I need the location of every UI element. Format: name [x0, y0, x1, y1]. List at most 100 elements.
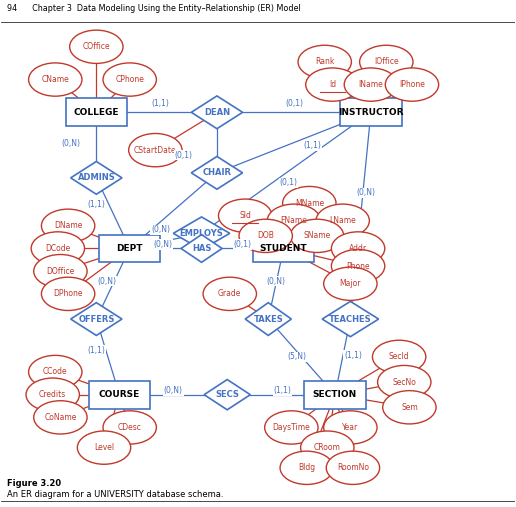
Text: EMPLOYS: EMPLOYS [180, 229, 223, 238]
Ellipse shape [291, 219, 344, 252]
Ellipse shape [316, 204, 369, 237]
Text: CoName: CoName [44, 413, 76, 422]
Text: (0,1): (0,1) [280, 178, 298, 188]
Text: (0,N): (0,N) [151, 225, 170, 234]
Ellipse shape [203, 277, 256, 310]
Text: CName: CName [41, 75, 69, 84]
Ellipse shape [326, 451, 380, 484]
Text: Credits: Credits [39, 390, 67, 399]
Text: Addr: Addr [349, 244, 367, 253]
Text: RoomNo: RoomNo [337, 463, 369, 473]
Text: Id: Id [329, 80, 336, 89]
Text: TAKES: TAKES [253, 314, 283, 323]
Text: Bldg: Bldg [298, 463, 315, 473]
Ellipse shape [26, 378, 79, 411]
Text: (1,1): (1,1) [344, 351, 362, 360]
Ellipse shape [280, 451, 333, 484]
Text: (1,1): (1,1) [152, 99, 169, 108]
Text: INSTRUCTOR: INSTRUCTOR [338, 108, 404, 117]
Ellipse shape [324, 267, 377, 300]
Polygon shape [245, 303, 292, 336]
Text: DaysTime: DaysTime [272, 423, 310, 432]
Ellipse shape [239, 219, 293, 252]
Ellipse shape [324, 411, 377, 444]
Ellipse shape [77, 431, 131, 464]
Text: (0,N): (0,N) [97, 277, 116, 286]
FancyBboxPatch shape [66, 98, 127, 126]
Text: (1,1): (1,1) [273, 386, 292, 395]
Text: CStartDate: CStartDate [134, 146, 176, 155]
Text: FName: FName [281, 216, 308, 225]
Text: SecId: SecId [389, 352, 410, 361]
Text: SECS: SECS [215, 390, 239, 399]
Ellipse shape [305, 68, 359, 101]
Text: DOB: DOB [257, 231, 274, 240]
Text: An ER diagram for a UNIVERSITY database schema.: An ER diagram for a UNIVERSITY database … [7, 490, 223, 499]
Text: DEPT: DEPT [117, 244, 143, 253]
Ellipse shape [28, 355, 82, 389]
Text: OFFERS: OFFERS [78, 314, 115, 323]
Text: (1,1): (1,1) [87, 346, 105, 355]
Text: SecNo: SecNo [392, 378, 416, 386]
Text: 94      Chapter 3  Data Modeling Using the Entity–Relationship (ER) Model: 94 Chapter 3 Data Modeling Using the Ent… [7, 4, 300, 13]
Ellipse shape [70, 30, 123, 63]
Ellipse shape [103, 411, 156, 444]
Text: SECTION: SECTION [313, 390, 357, 399]
Ellipse shape [360, 45, 413, 79]
Text: (0,1): (0,1) [234, 240, 252, 249]
Text: Year: Year [342, 423, 359, 432]
Text: (0,N): (0,N) [164, 386, 183, 395]
Ellipse shape [267, 204, 320, 237]
Text: (0,1): (0,1) [174, 151, 192, 160]
Text: CRoom: CRoom [314, 443, 341, 452]
Text: CPhone: CPhone [115, 75, 144, 84]
FancyBboxPatch shape [304, 381, 366, 409]
Ellipse shape [265, 411, 318, 444]
Text: MName: MName [295, 199, 324, 207]
Ellipse shape [41, 209, 95, 242]
Text: LName: LName [329, 216, 356, 225]
Polygon shape [71, 161, 122, 194]
Text: Level: Level [94, 443, 114, 452]
Ellipse shape [28, 63, 82, 96]
Polygon shape [71, 303, 122, 336]
Text: (0,1): (0,1) [285, 99, 303, 108]
Text: HAS: HAS [192, 244, 211, 253]
Ellipse shape [218, 199, 272, 232]
Text: COURSE: COURSE [99, 390, 140, 399]
Text: (0,N): (0,N) [356, 189, 375, 198]
Text: CCode: CCode [43, 368, 68, 377]
FancyBboxPatch shape [253, 235, 314, 262]
Polygon shape [322, 301, 379, 337]
Ellipse shape [283, 187, 336, 220]
Text: DPhone: DPhone [53, 289, 83, 298]
Ellipse shape [378, 366, 431, 399]
Text: Figure 3.20: Figure 3.20 [7, 480, 61, 488]
Text: Sld: Sld [239, 211, 251, 220]
Text: DEAN: DEAN [204, 108, 230, 117]
FancyBboxPatch shape [340, 98, 401, 126]
Text: SName: SName [303, 231, 331, 240]
Polygon shape [191, 96, 243, 129]
Ellipse shape [373, 340, 426, 374]
Text: DCode: DCode [45, 244, 71, 253]
Text: DName: DName [54, 221, 82, 230]
Text: Sem: Sem [401, 403, 418, 412]
Text: CDesc: CDesc [118, 423, 141, 432]
Ellipse shape [34, 401, 87, 434]
Ellipse shape [128, 133, 182, 167]
Text: Grade: Grade [218, 289, 241, 298]
Polygon shape [204, 380, 250, 410]
Text: (1,1): (1,1) [303, 141, 321, 150]
Text: STUDENT: STUDENT [260, 244, 308, 253]
Ellipse shape [298, 45, 351, 79]
Text: IOffice: IOffice [374, 57, 399, 66]
Text: IName: IName [359, 80, 383, 89]
Ellipse shape [331, 232, 385, 265]
Text: Rank: Rank [315, 57, 334, 66]
Text: (0,N): (0,N) [266, 277, 285, 286]
FancyBboxPatch shape [89, 381, 150, 409]
Ellipse shape [301, 431, 354, 464]
Ellipse shape [383, 391, 436, 424]
Text: IPhone: IPhone [399, 80, 425, 89]
